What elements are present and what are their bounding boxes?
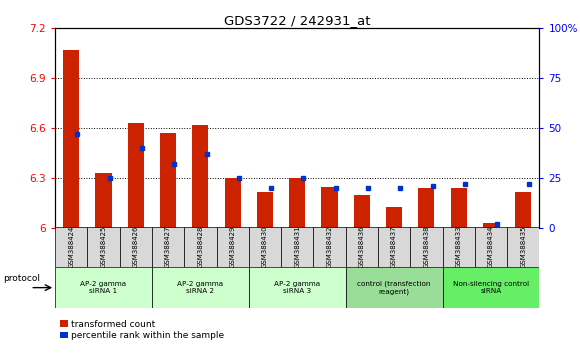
Title: GDS3722 / 242931_at: GDS3722 / 242931_at (224, 14, 371, 27)
Legend: transformed count, percentile rank within the sample: transformed count, percentile rank withi… (60, 320, 224, 340)
FancyBboxPatch shape (475, 227, 507, 267)
Text: GSM388433: GSM388433 (456, 225, 462, 268)
Bar (451, 188, 467, 228)
Bar (386, 207, 402, 228)
FancyBboxPatch shape (88, 227, 119, 267)
Text: GSM388436: GSM388436 (359, 225, 365, 268)
Bar (354, 195, 370, 228)
FancyBboxPatch shape (410, 227, 443, 267)
Text: GSM388437: GSM388437 (391, 225, 397, 268)
Text: GSM388438: GSM388438 (423, 225, 429, 268)
Bar (128, 123, 144, 228)
Text: GSM388432: GSM388432 (327, 225, 332, 268)
FancyBboxPatch shape (346, 227, 378, 267)
Text: GSM388435: GSM388435 (520, 225, 526, 268)
Bar (289, 178, 305, 228)
Text: protocol: protocol (3, 274, 40, 283)
Text: Non-silencing control
siRNA: Non-silencing control siRNA (453, 281, 529, 294)
FancyBboxPatch shape (216, 227, 249, 267)
Text: control (transfection
reagent): control (transfection reagent) (357, 281, 431, 295)
Text: GSM388425: GSM388425 (100, 226, 107, 268)
FancyBboxPatch shape (184, 227, 216, 267)
FancyBboxPatch shape (152, 227, 184, 267)
Text: GSM388434: GSM388434 (488, 225, 494, 268)
Bar (257, 192, 273, 228)
FancyBboxPatch shape (346, 267, 443, 308)
Bar (63, 50, 79, 228)
Text: GSM388429: GSM388429 (230, 225, 235, 268)
Text: AP-2 gamma
siRNA 3: AP-2 gamma siRNA 3 (274, 281, 320, 294)
FancyBboxPatch shape (443, 227, 475, 267)
Bar (193, 125, 208, 228)
Text: GSM388427: GSM388427 (165, 225, 171, 268)
Bar (160, 133, 176, 228)
Bar (96, 173, 111, 228)
Text: GSM388428: GSM388428 (197, 225, 204, 268)
FancyBboxPatch shape (507, 227, 539, 267)
Text: GSM388430: GSM388430 (262, 225, 268, 268)
FancyBboxPatch shape (55, 227, 88, 267)
FancyBboxPatch shape (378, 227, 410, 267)
FancyBboxPatch shape (249, 227, 281, 267)
FancyBboxPatch shape (152, 267, 249, 308)
FancyBboxPatch shape (249, 267, 346, 308)
Bar (321, 187, 338, 228)
FancyBboxPatch shape (281, 227, 313, 267)
Text: GSM388424: GSM388424 (68, 226, 74, 268)
Text: GSM388431: GSM388431 (294, 225, 300, 268)
Text: AP-2 gamma
siRNA 1: AP-2 gamma siRNA 1 (81, 281, 126, 294)
FancyBboxPatch shape (443, 267, 539, 308)
FancyBboxPatch shape (55, 267, 152, 308)
FancyBboxPatch shape (313, 227, 346, 267)
Bar (483, 223, 499, 228)
Bar (515, 192, 531, 228)
Bar (224, 178, 241, 228)
FancyBboxPatch shape (119, 227, 152, 267)
Text: GSM388426: GSM388426 (133, 225, 139, 268)
Text: AP-2 gamma
siRNA 2: AP-2 gamma siRNA 2 (177, 281, 223, 294)
Bar (418, 188, 434, 228)
